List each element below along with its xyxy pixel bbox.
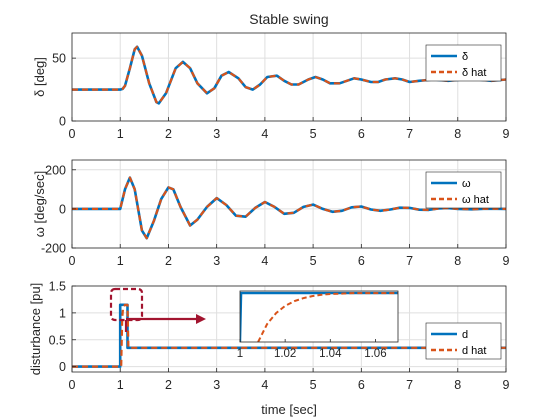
legend: ω ω hat	[425, 171, 502, 209]
x-tick-label: 5	[310, 378, 317, 392]
x-tick-label: 6	[358, 378, 365, 392]
x-tick-label: 2	[165, 127, 172, 141]
x-tick-label: 1	[117, 127, 124, 141]
legend-label: ω	[462, 178, 471, 190]
subplot-1: 0 1 2 3 4 5 6 7 8 9 0 50 δ [deg] δ δ hat	[32, 32, 510, 141]
legend-box	[425, 171, 502, 209]
inset-x-tick-label: 1.02	[274, 348, 296, 360]
x-tick-label: 3	[213, 127, 220, 141]
inset-x-tick-label: 1.04	[319, 348, 342, 360]
x-tick-label: 1	[117, 254, 124, 268]
inset-x-tick-label: 1	[237, 348, 243, 360]
x-tick-label: 3	[213, 254, 220, 268]
legend-box	[425, 44, 502, 82]
x-axis-label: time [sec]	[261, 402, 317, 417]
x-tick-label: 1	[117, 378, 124, 392]
x-tick-label: 0	[69, 378, 76, 392]
legend-label: d	[462, 329, 468, 341]
x-tick-label: 4	[261, 254, 268, 268]
x-tick-label: 9	[503, 254, 510, 268]
y-tick-label: 0	[59, 360, 66, 374]
axes-frame	[71, 159, 507, 249]
y-tick-label: -200	[41, 242, 66, 256]
y-tick-label: 0	[59, 115, 66, 129]
inset-x-tick-label: 1.06	[364, 348, 386, 360]
x-tick-label: 6	[358, 127, 365, 141]
inset-area	[240, 291, 398, 342]
x-tick-label: 8	[454, 254, 461, 268]
x-tick-label: 8	[454, 127, 461, 141]
x-tick-label: 4	[261, 378, 268, 392]
series-line-d-hat	[72, 303, 506, 368]
subplot-3: 0 1 2 3 4 5 6 7 8 9 0 0.5 1 1.5 disturbance [pu] time […	[28, 280, 510, 418]
legend-label: δ hat	[462, 67, 486, 79]
axes-frame	[71, 32, 507, 122]
x-tick-label: 7	[406, 378, 413, 392]
x-tick-label: 8	[454, 378, 461, 392]
legend-box	[425, 322, 502, 360]
inset-series-d-hat	[257, 292, 398, 342]
inset-frame	[239, 290, 399, 343]
x-tick-label: 7	[406, 254, 413, 268]
x-tick-label: 4	[261, 127, 268, 141]
x-tick-label: 2	[165, 378, 172, 392]
x-tick-label: 5	[310, 127, 317, 141]
x-tick-label: 0	[69, 127, 76, 141]
x-tick-label: 3	[213, 378, 220, 392]
y-tick-label: 1	[59, 306, 66, 320]
x-tick-label: 0	[69, 254, 76, 268]
x-tick-label: 7	[406, 127, 413, 141]
y-tick-label: 0.5	[49, 333, 66, 347]
zoom-inset: 1 1.02 1.04 1.06	[237, 290, 399, 360]
y-tick-label: 50	[52, 52, 66, 66]
legend: d d hat	[425, 322, 502, 360]
legend-label: δ	[462, 51, 468, 63]
y-axis-label: ω [deg/sec]	[32, 171, 47, 238]
series-line-ω-hat	[72, 176, 506, 240]
series-line-δ-hat	[72, 45, 506, 105]
legend: δ δ hat	[425, 44, 502, 82]
zoom-arrow-head	[196, 314, 206, 324]
x-tick-label: 9	[503, 378, 510, 392]
x-tick-label: 6	[358, 254, 365, 268]
y-axis-label: disturbance [pu]	[28, 283, 43, 376]
axes-frame	[71, 285, 507, 373]
y-tick-label: 200	[45, 163, 66, 177]
x-tick-label: 2	[165, 254, 172, 268]
x-tick-label: 5	[310, 254, 317, 268]
y-axis-label: δ [deg]	[32, 57, 47, 97]
y-tick-label: 0	[59, 202, 66, 216]
figure-title: Stable swing	[249, 11, 328, 27]
y-tick-label: 1.5	[49, 280, 66, 294]
legend-label: d hat	[462, 345, 486, 357]
x-tick-label: 9	[503, 127, 510, 141]
zoom-callout-box	[109, 287, 144, 322]
legend-label: ω hat	[462, 194, 489, 206]
